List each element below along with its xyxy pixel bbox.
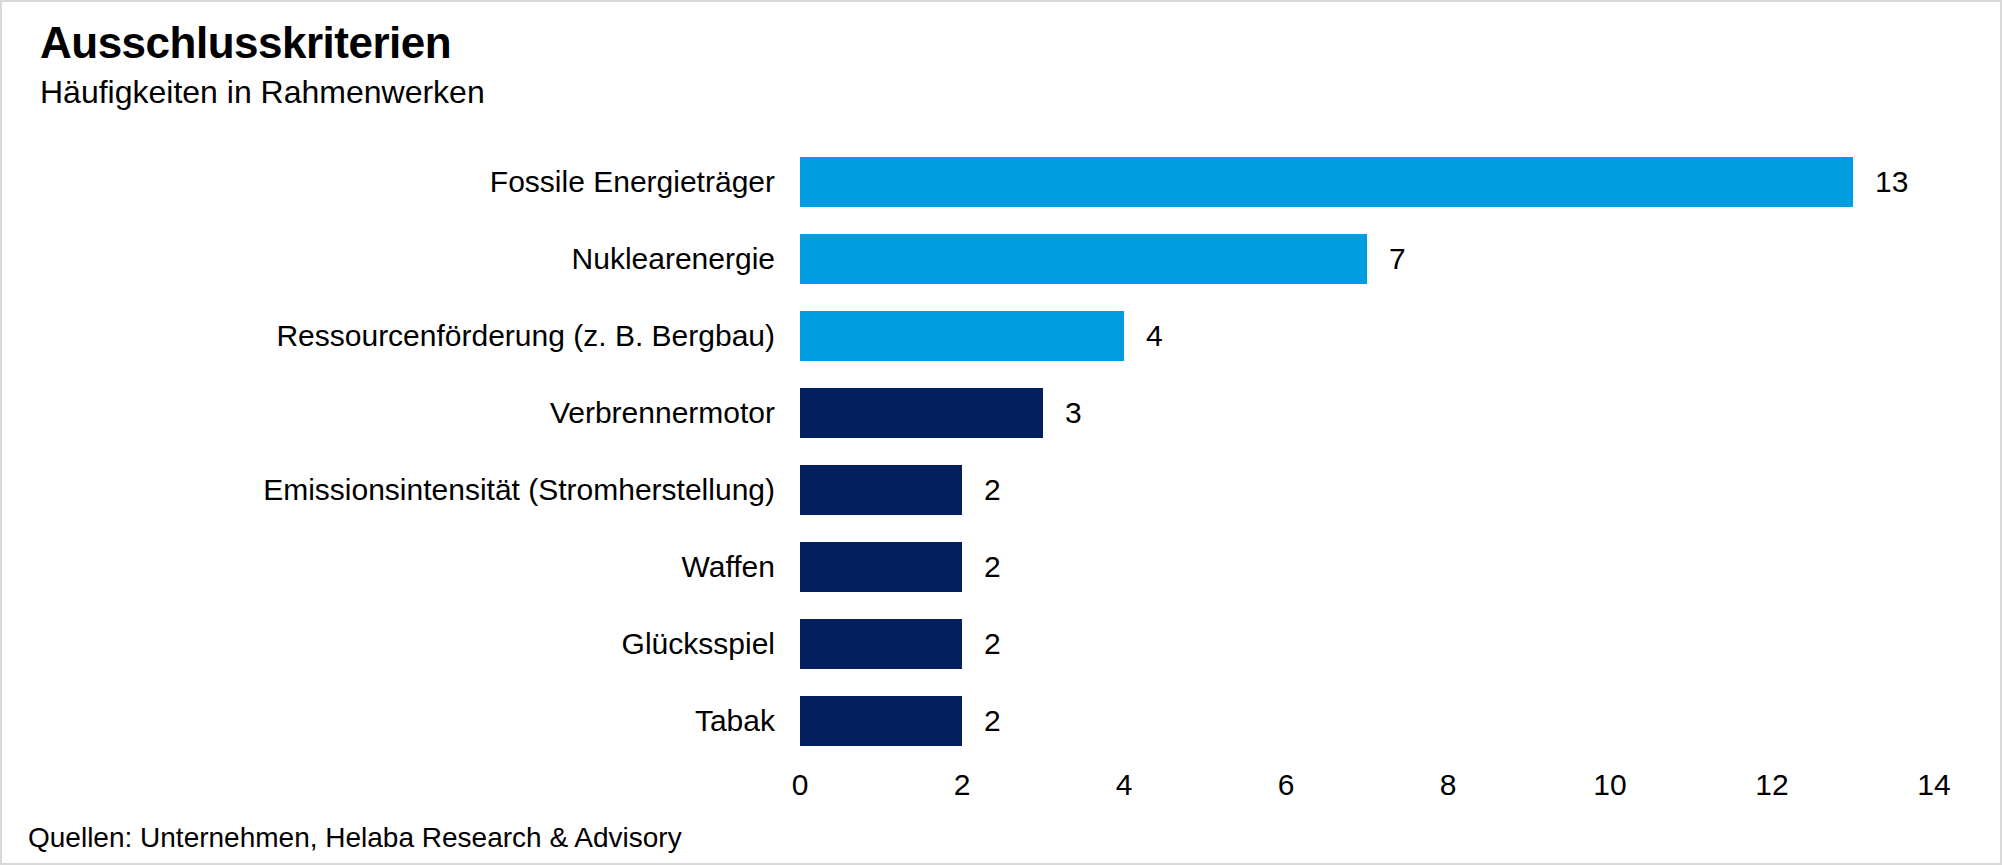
bar-row: Fossile Energieträger 13 <box>2 143 2000 220</box>
bar-row: Emissionsintensität (Stromherstellung) 2 <box>2 451 2000 528</box>
bar-row: Nuklearenergie 7 <box>2 220 2000 297</box>
category-label: Fossile Energieträger <box>2 165 800 199</box>
x-tick-label: 14 <box>1917 768 1950 802</box>
bar <box>800 696 962 746</box>
value-label: 2 <box>984 473 1001 507</box>
bar-track: 2 <box>800 542 1934 592</box>
bar-row: Verbrennermotor 3 <box>2 374 2000 451</box>
bar <box>800 234 1367 284</box>
bar <box>800 542 962 592</box>
x-tick-label: 6 <box>1278 768 1295 802</box>
bar <box>800 465 962 515</box>
bar-row: Ressourcenförderung (z. B. Bergbau) 4 <box>2 297 2000 374</box>
x-axis: 02468101214 <box>800 768 1934 810</box>
bar-track: 4 <box>800 311 1934 361</box>
category-label: Waffen <box>2 550 800 584</box>
bar-row: Glücksspiel 2 <box>2 605 2000 682</box>
bar-track: 3 <box>800 388 1934 438</box>
x-tick-label: 8 <box>1440 768 1457 802</box>
value-label: 7 <box>1389 242 1406 276</box>
chart-frame: Ausschlusskriterien Häufigkeiten in Rahm… <box>0 0 2002 865</box>
category-label: Ressourcenförderung (z. B. Bergbau) <box>2 319 800 353</box>
bar <box>800 311 1124 361</box>
value-label: 13 <box>1875 165 1908 199</box>
bar <box>800 388 1043 438</box>
x-tick-label: 2 <box>954 768 971 802</box>
category-label: Verbrennermotor <box>2 396 800 430</box>
bar-row: Waffen 2 <box>2 528 2000 605</box>
category-label: Tabak <box>2 704 800 738</box>
bar-track: 2 <box>800 619 1934 669</box>
x-tick-label: 10 <box>1593 768 1626 802</box>
value-label: 4 <box>1146 319 1163 353</box>
value-label: 3 <box>1065 396 1082 430</box>
bar-rows: Fossile Energieträger 13 Nuklearenergie 7 Re… <box>2 143 2000 759</box>
x-tick-label: 0 <box>792 768 809 802</box>
bar-track: 2 <box>800 696 1934 746</box>
value-label: 2 <box>984 704 1001 738</box>
x-tick-label: 4 <box>1116 768 1133 802</box>
category-label: Emissionsintensität (Stromherstellung) <box>2 473 800 507</box>
value-label: 2 <box>984 627 1001 661</box>
x-tick-label: 12 <box>1755 768 1788 802</box>
bar <box>800 619 962 669</box>
category-label: Nuklearenergie <box>2 242 800 276</box>
category-label: Glücksspiel <box>2 627 800 661</box>
bar-track: 13 <box>800 157 1934 207</box>
bar-row: Tabak 2 <box>2 682 2000 759</box>
bar-track: 7 <box>800 234 1934 284</box>
chart-title: Ausschlusskriterien <box>40 18 451 68</box>
bar <box>800 157 1853 207</box>
source-note: Quellen: Unternehmen, Helaba Research & … <box>28 822 682 854</box>
value-label: 2 <box>984 550 1001 584</box>
bar-track: 2 <box>800 465 1934 515</box>
chart-subtitle: Häufigkeiten in Rahmenwerken <box>40 74 485 111</box>
